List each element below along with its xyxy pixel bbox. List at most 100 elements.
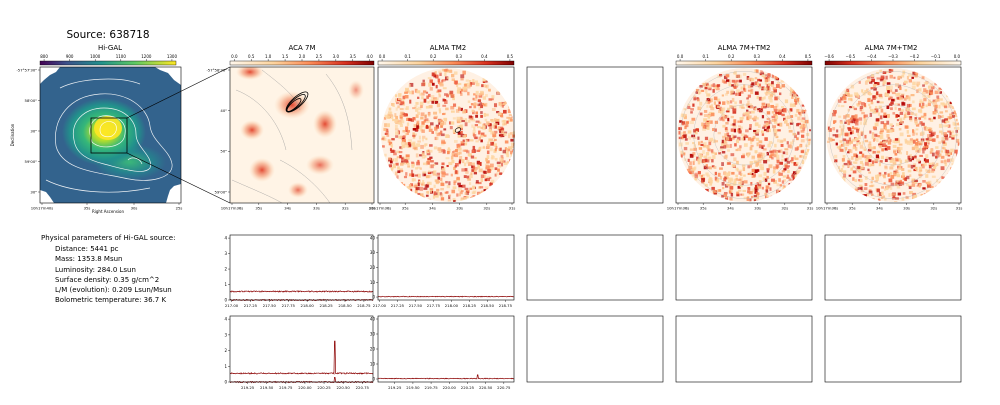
- noise-speckle: [839, 140, 843, 143]
- noise-speckle: [713, 101, 716, 105]
- noise-speckle: [678, 131, 681, 135]
- noise-speckle: [869, 185, 874, 188]
- noise-speckle: [761, 73, 766, 78]
- noise-speckle: [871, 176, 874, 181]
- noise-speckle: [504, 101, 507, 104]
- noise-speckle: [405, 129, 408, 133]
- noise-speckle: [890, 89, 893, 93]
- noise-speckle: [789, 144, 793, 149]
- noise-speckle: [702, 125, 706, 129]
- noise-speckle: [886, 134, 890, 138]
- noise-speckle: [421, 156, 426, 159]
- noise-speckle: [396, 150, 401, 154]
- noise-speckle: [938, 123, 943, 128]
- noise-speckle: [698, 156, 702, 159]
- noise-speckle: [459, 124, 464, 128]
- y-tick-label: 58'00": [25, 98, 38, 103]
- noise-speckle: [763, 76, 766, 79]
- noise-speckle: [770, 195, 774, 200]
- noise-speckle: [863, 118, 868, 123]
- noise-speckle: [879, 135, 884, 139]
- noise-speckle: [458, 193, 461, 197]
- noise-speckle: [749, 198, 752, 202]
- noise-speckle: [899, 118, 903, 122]
- noise-speckle: [435, 174, 438, 177]
- noise-speckle: [769, 150, 773, 153]
- noise-speckle: [440, 119, 443, 122]
- noise-speckle: [707, 148, 711, 152]
- noise-speckle: [915, 128, 919, 131]
- noise-speckle: [878, 162, 881, 167]
- noise-speckle: [840, 97, 844, 101]
- noise-speckle: [476, 149, 480, 152]
- noise-speckle: [504, 140, 509, 144]
- noise-speckle: [854, 161, 858, 164]
- noise-speckle: [835, 134, 839, 138]
- noise-speckle: [460, 74, 465, 79]
- noise-speckle: [410, 188, 413, 193]
- noise-speckle: [436, 103, 441, 108]
- noise-speckle: [908, 184, 912, 188]
- noise-speckle: [422, 135, 426, 139]
- noise-speckle: [769, 187, 772, 191]
- noise-speckle: [483, 189, 487, 192]
- noise-speckle: [738, 171, 742, 175]
- noise-speckle: [740, 120, 743, 123]
- noise-speckle: [831, 112, 836, 117]
- noise-speckle: [749, 171, 752, 175]
- noise-speckle: [384, 123, 388, 127]
- higal-ylabel: Declination: [10, 123, 15, 146]
- noise-speckle: [467, 178, 471, 181]
- noise-speckle: [772, 125, 777, 129]
- noise-speckle: [949, 101, 952, 104]
- noise-speckle: [457, 87, 462, 92]
- noise-speckle: [453, 200, 456, 202]
- noise-speckle: [735, 177, 738, 181]
- noise-speckle: [497, 126, 500, 130]
- noise-speckle: [747, 137, 752, 141]
- noise-speckle: [439, 72, 442, 76]
- spectrum-line: [377, 374, 515, 380]
- noise-speckle: [475, 111, 479, 115]
- noise-speckle: [388, 111, 392, 115]
- noise-speckle: [413, 133, 417, 136]
- noise-speckle: [437, 89, 442, 93]
- noise-speckle: [725, 122, 729, 125]
- x-tick-label: 218.75: [357, 303, 371, 308]
- noise-speckle: [732, 123, 736, 126]
- noise-speckle: [884, 147, 888, 151]
- noise-speckle: [467, 91, 470, 96]
- noise-speckle: [389, 148, 392, 152]
- noise-speckle: [789, 122, 794, 125]
- noise-speckle: [446, 191, 449, 194]
- noise-speckle: [420, 144, 424, 149]
- noise-speckle: [911, 85, 916, 90]
- noise-speckle: [381, 137, 385, 140]
- noise-speckle: [435, 190, 439, 193]
- colorbar-tick-label: 900: [66, 54, 74, 59]
- noise-speckle: [775, 135, 779, 139]
- noise-speckle: [488, 98, 493, 101]
- noise-speckle: [907, 95, 911, 99]
- noise-speckle: [440, 177, 443, 181]
- noise-speckle: [723, 141, 728, 146]
- noise-speckle: [460, 198, 465, 202]
- colorbar-tick-label: 0.3: [754, 54, 761, 59]
- noise-speckle: [757, 156, 762, 161]
- noise-speckle: [855, 154, 859, 158]
- noise-speckle: [886, 85, 891, 90]
- noise-speckle: [855, 137, 859, 141]
- x-tick-label: 33s: [903, 206, 910, 211]
- noise-speckle: [890, 163, 895, 167]
- noise-speckle: [887, 173, 890, 177]
- noise-speckle: [861, 102, 865, 106]
- noise-speckle: [440, 197, 445, 201]
- noise-speckle: [743, 112, 746, 115]
- noise-speckle: [934, 82, 938, 86]
- noise-speckle: [777, 108, 782, 112]
- noise-speckle: [944, 163, 947, 167]
- noise-speckle: [452, 103, 457, 107]
- noise-speckle: [901, 93, 905, 96]
- noise-speckle: [409, 99, 412, 104]
- noise-speckle: [876, 150, 881, 154]
